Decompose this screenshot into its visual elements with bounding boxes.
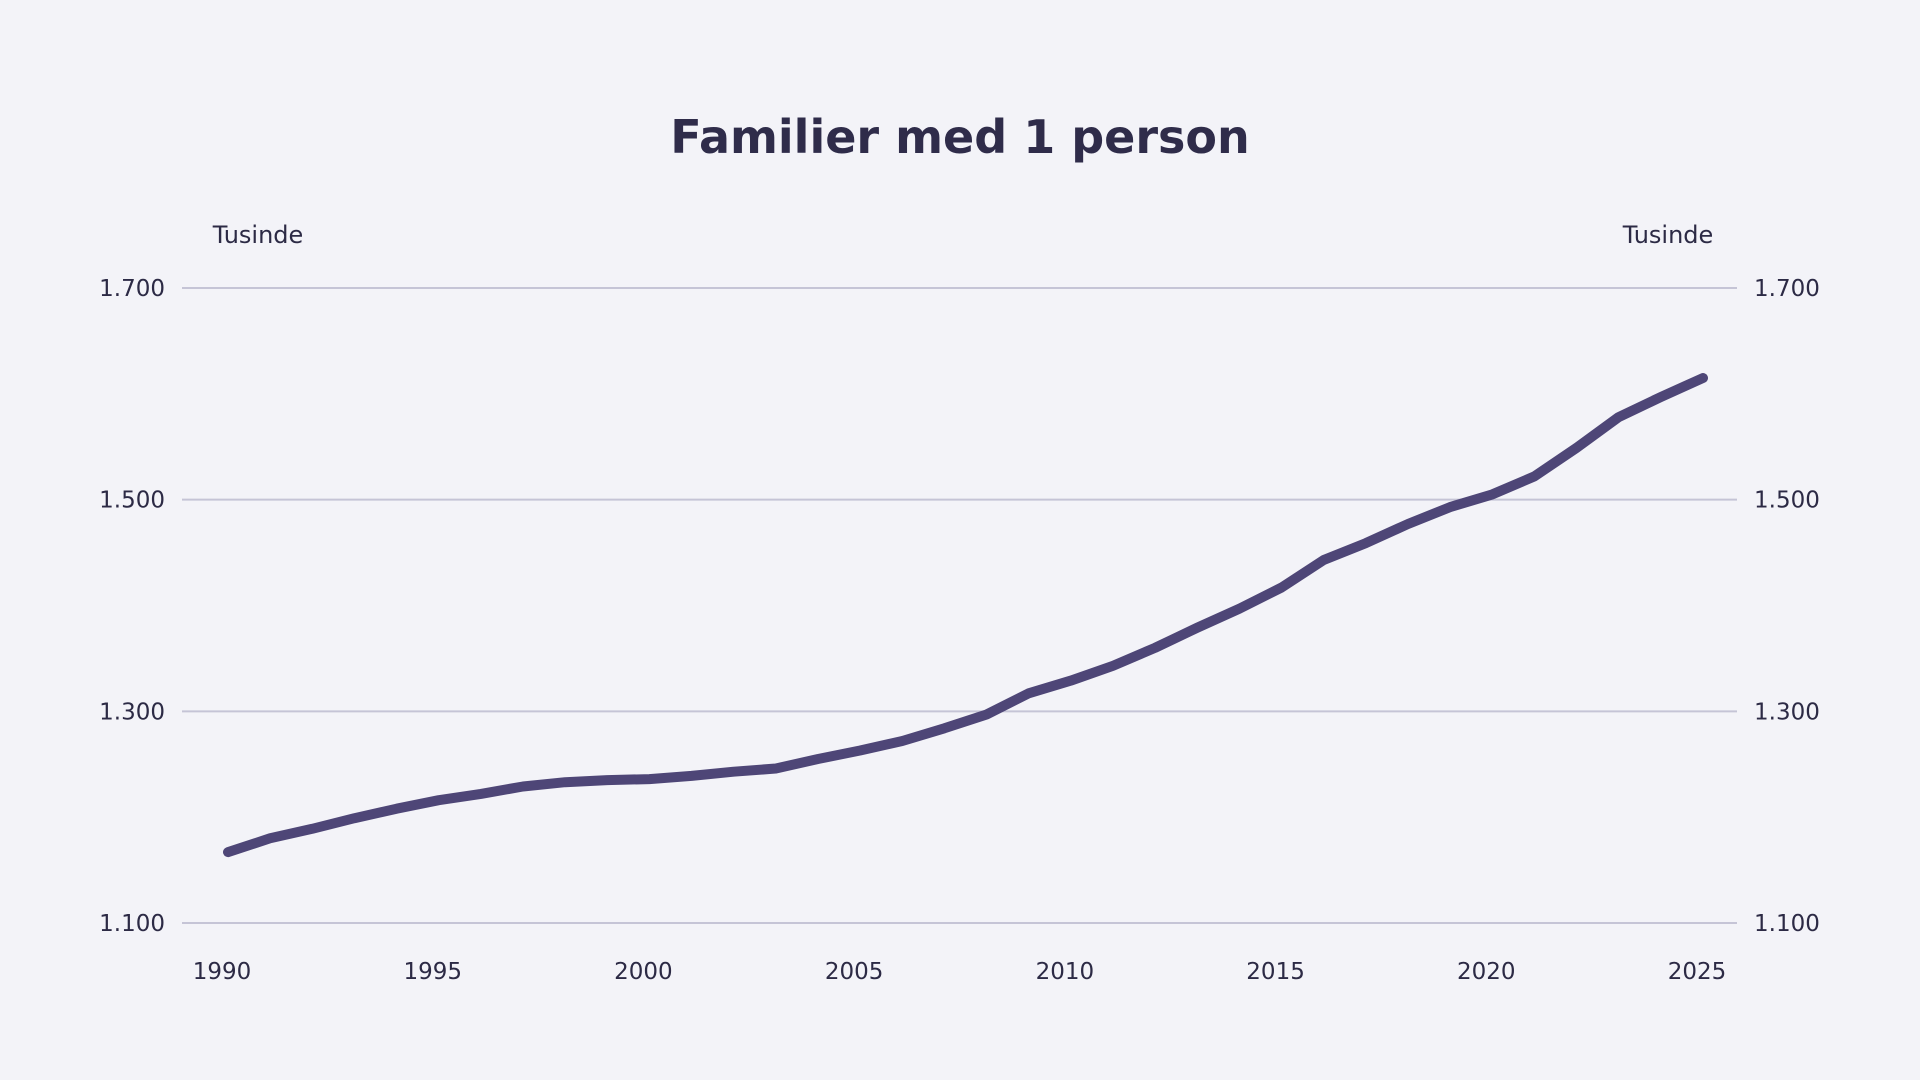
x-tick-label: 2025	[1668, 959, 1727, 985]
series-line	[223, 373, 1708, 858]
x-tick-label: 2000	[614, 959, 673, 985]
x-tick-labels: 1990 1995 2000 2005 2010 2015 2020 2025	[193, 959, 1727, 985]
y-tick-label-right: 1.500	[1754, 488, 1820, 514]
y-tick-label-right: 1.300	[1754, 699, 1820, 725]
x-tick-label: 2015	[1246, 959, 1305, 985]
y-axis-unit-left: Tusinde	[212, 221, 304, 249]
x-tick-label: 1990	[193, 959, 252, 985]
y-tick-label-left: 1.500	[99, 488, 165, 514]
x-tick-label: 2020	[1457, 959, 1516, 985]
y-tick-labels-left: 1.100 1.300 1.500 1.700	[99, 276, 165, 937]
y-tick-labels-right: 1.100 1.300 1.500 1.700	[1754, 276, 1820, 937]
x-tick-label: 2010	[1036, 959, 1095, 985]
y-tick-label-left: 1.700	[99, 276, 165, 302]
x-tick-label: 1995	[403, 959, 462, 985]
y-tick-label-left: 1.100	[99, 911, 165, 937]
chart-title: Familier med 1 person	[670, 110, 1250, 164]
x-tick-label: 2005	[825, 959, 884, 985]
y-tick-label-right: 1.100	[1754, 911, 1820, 937]
grid-lines	[182, 287, 1737, 924]
y-tick-label-left: 1.300	[99, 699, 165, 725]
series-layer	[223, 373, 1708, 858]
y-tick-label-right: 1.700	[1754, 276, 1820, 302]
y-axis-unit-right: Tusinde	[1622, 221, 1714, 249]
